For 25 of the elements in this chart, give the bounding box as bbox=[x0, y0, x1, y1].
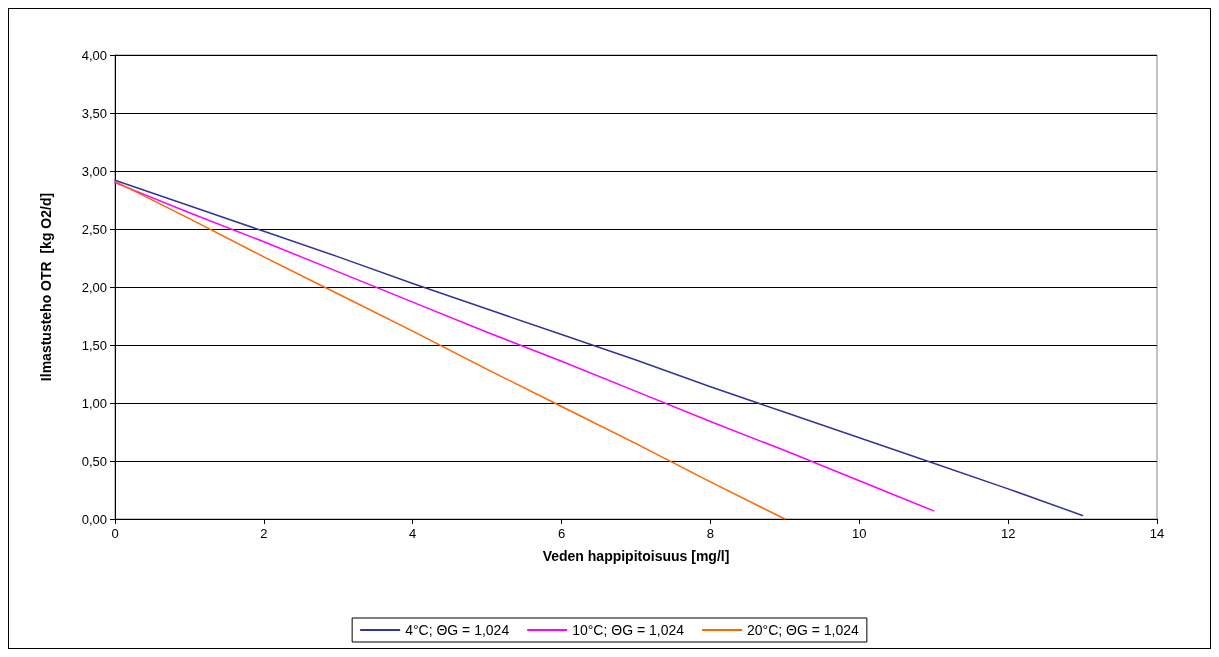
line-series bbox=[114, 179, 1084, 517]
x-tick-label: 10 bbox=[852, 526, 867, 541]
x-tick-label: 12 bbox=[1000, 526, 1016, 541]
line-series bbox=[114, 180, 786, 520]
legend-label: 4°C; ΘG = 1,024 bbox=[405, 622, 510, 638]
legend-label: 10°C; ΘG = 1,024 bbox=[572, 622, 685, 638]
y-tick-label: 1,50 bbox=[81, 337, 107, 353]
y-tick-label: 4,00 bbox=[81, 47, 107, 63]
y-tick-label: 3,50 bbox=[81, 105, 107, 121]
x-tick-label: 8 bbox=[706, 526, 715, 541]
x-tick-label: 0 bbox=[111, 526, 119, 541]
y-tick-label: 0,50 bbox=[81, 453, 107, 469]
x-tick-label: 2 bbox=[260, 526, 268, 541]
y-tick-label: 0,00 bbox=[81, 511, 107, 527]
line-series bbox=[114, 181, 935, 512]
y-tick-label: 2,50 bbox=[81, 221, 107, 237]
x-axis-title: Veden happipitoisuus [mg/l] bbox=[542, 548, 730, 564]
y-tick-label: 3,00 bbox=[81, 163, 107, 179]
y-axis-title: Ilmastusteho OTR [kg O2/d] bbox=[38, 192, 54, 382]
x-tick-label: 6 bbox=[557, 526, 566, 541]
legend-label: 20°C; ΘG = 1,024 bbox=[747, 622, 860, 638]
x-tick-label: 14 bbox=[1149, 526, 1165, 541]
y-tick-label: 1,00 bbox=[81, 395, 107, 411]
x-tick-label: 4 bbox=[409, 526, 417, 541]
y-tick-label: 2,00 bbox=[81, 279, 107, 295]
